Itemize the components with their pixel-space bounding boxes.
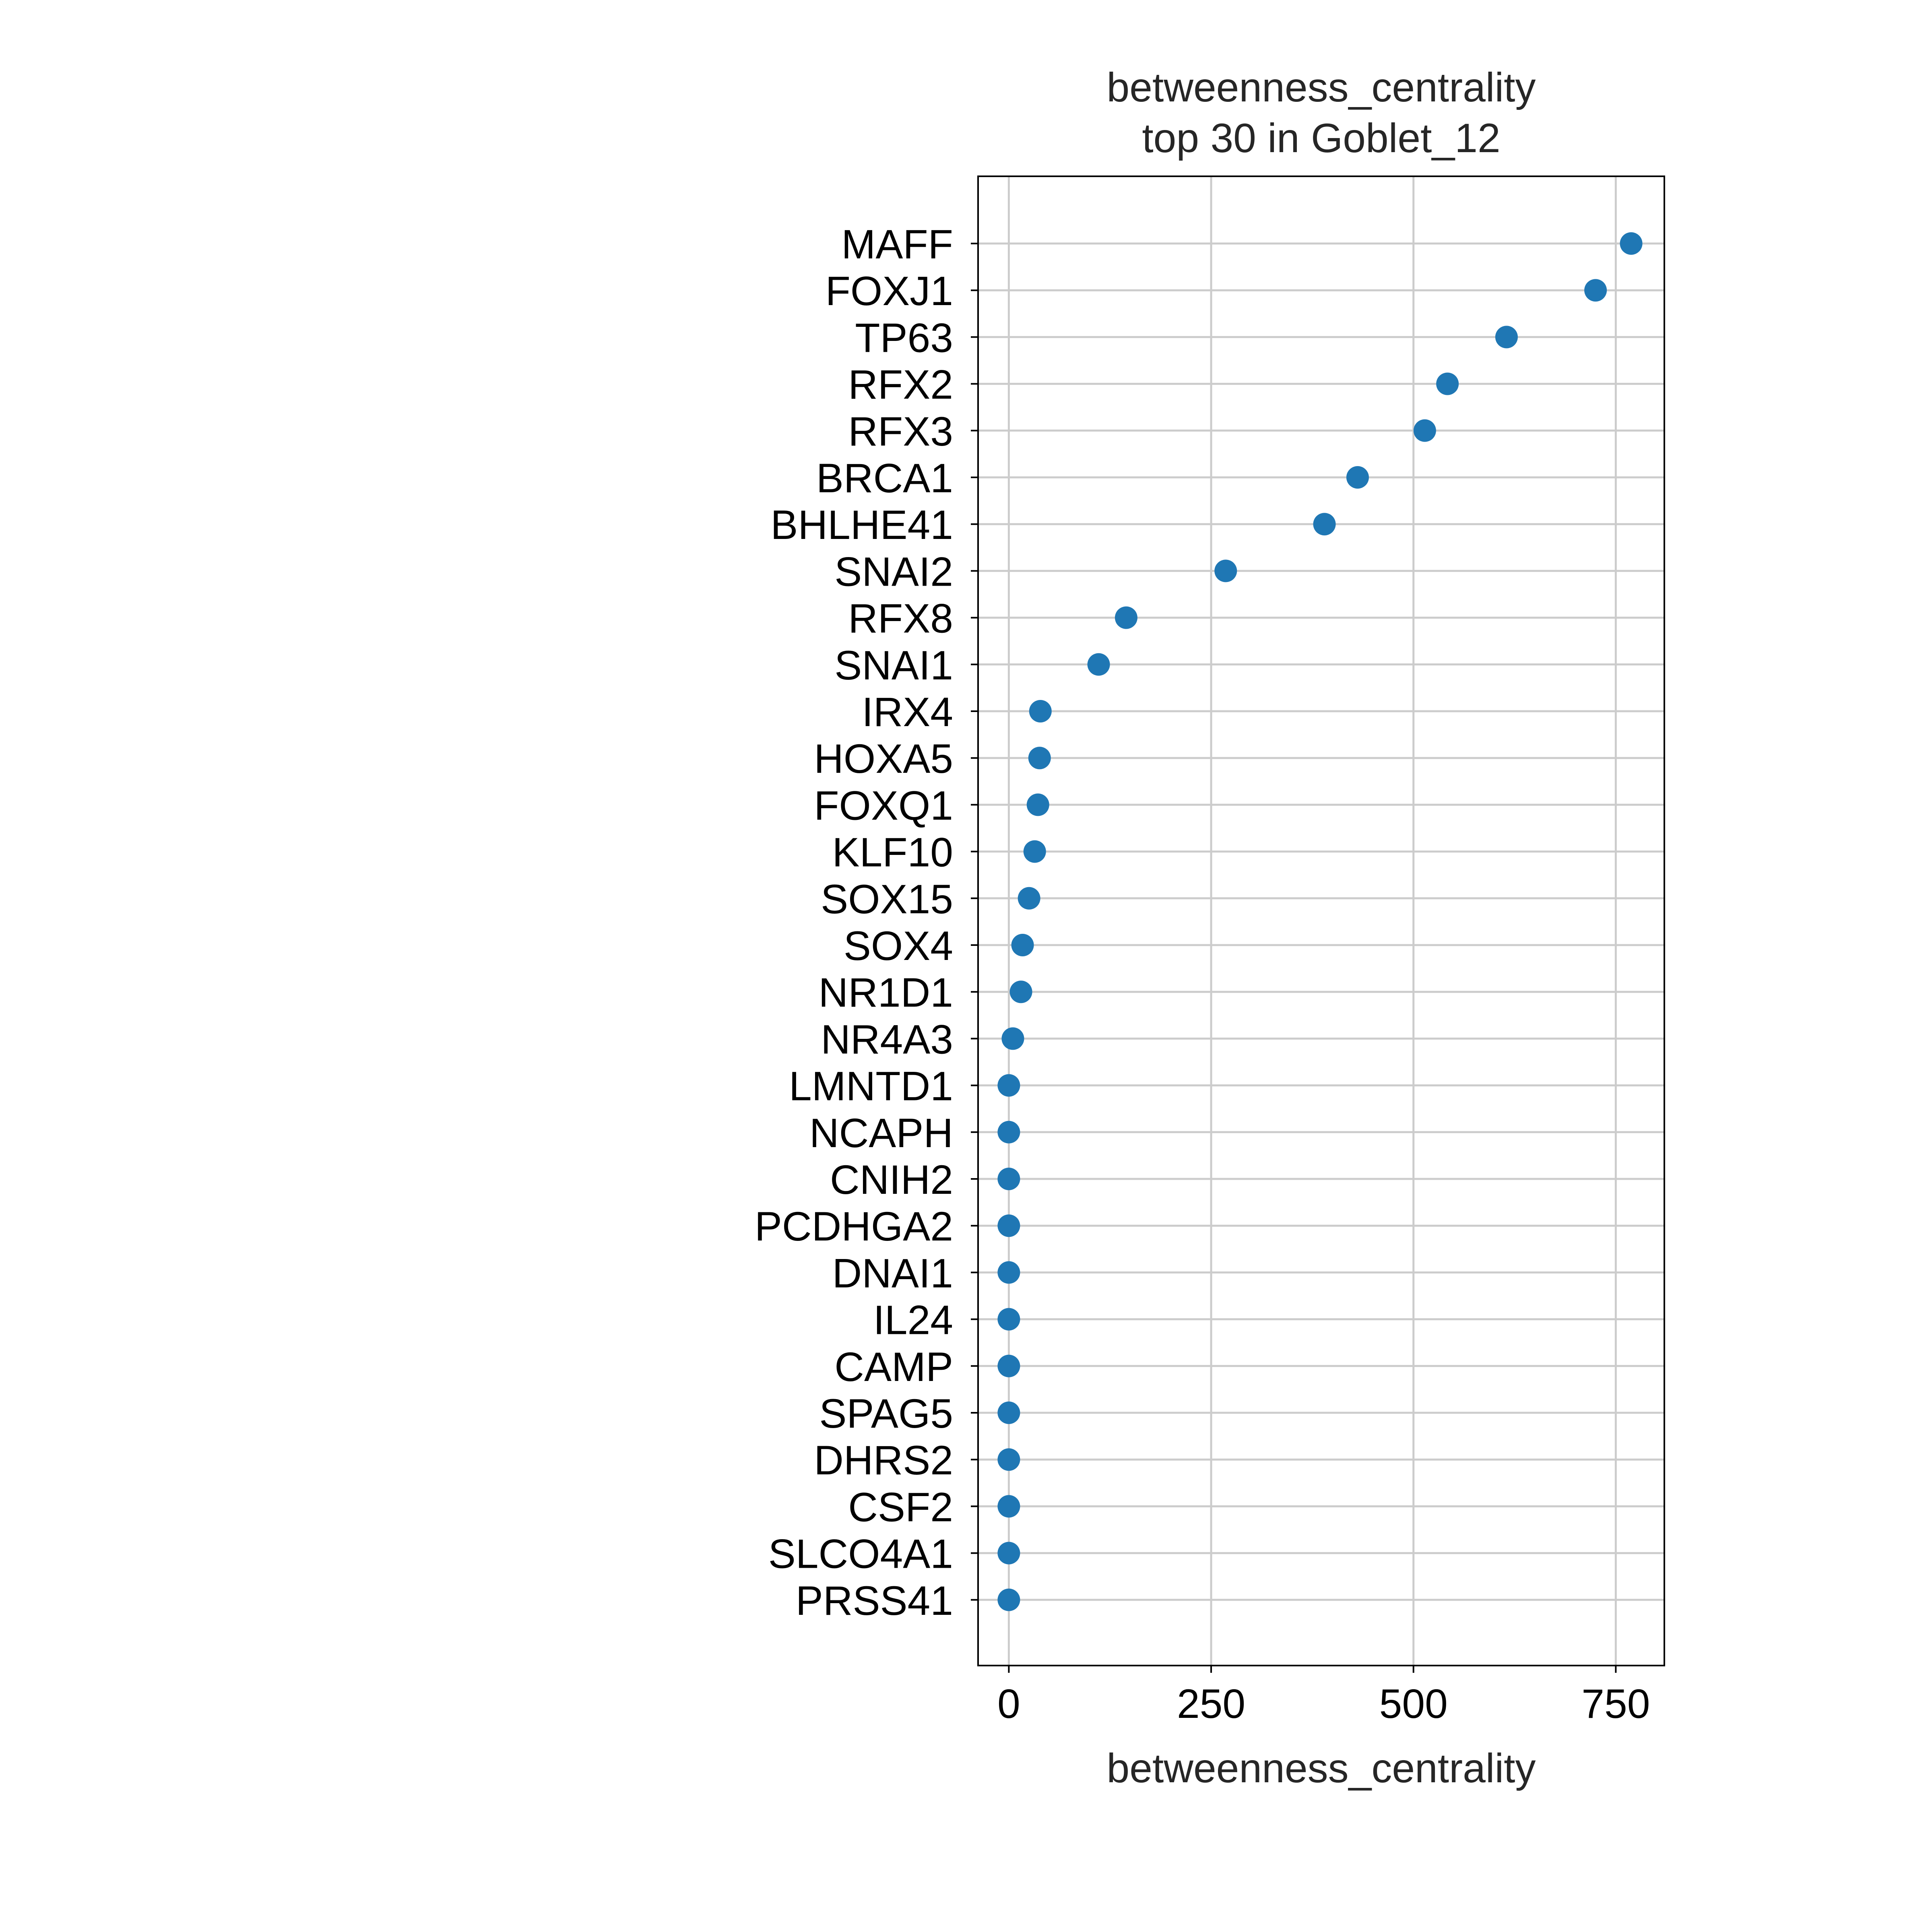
y-tick-label: PCDHGA2 (755, 1203, 953, 1249)
data-point (997, 1448, 1020, 1471)
y-tick-label: SPAG5 (819, 1391, 953, 1437)
x-axis-label: betweenness_centrality (1107, 1745, 1536, 1791)
y-tick-label: NR1D1 (819, 970, 953, 1016)
x-tick-label: 750 (1581, 1681, 1650, 1727)
axis-ticks (971, 243, 1617, 1673)
y-tick-label: RFX8 (848, 596, 953, 642)
data-point (1026, 793, 1049, 816)
data-point (1584, 279, 1607, 302)
data-point (1018, 887, 1040, 910)
y-tick-label: CAMP (834, 1344, 953, 1390)
y-tick-label: BRCA1 (816, 455, 953, 501)
data-point (1495, 326, 1518, 349)
y-tick-label: FOXJ1 (826, 268, 953, 314)
data-point (1214, 559, 1237, 582)
data-point (1023, 840, 1046, 863)
axis-tick-labels: 0 250 500 750 MAFFFOXJ1TP63RFX2RFX3BRCA1BHLH… (755, 221, 1650, 1727)
y-tick-label: SOX15 (821, 876, 953, 922)
data-point (997, 1214, 1020, 1237)
x-tick-label: 0 (997, 1681, 1020, 1727)
data-point (1346, 466, 1369, 489)
y-tick-label: SLCO4A1 (768, 1531, 953, 1577)
y-tick-label: SOX4 (844, 923, 953, 969)
x-tick-label: 500 (1379, 1681, 1448, 1727)
y-tick-label: NCAPH (809, 1110, 953, 1156)
y-tick-label: CNIH2 (830, 1157, 953, 1203)
y-tick-label: SNAI1 (834, 642, 953, 688)
data-point (997, 1588, 1020, 1611)
y-tick-label: IRX4 (862, 689, 953, 735)
y-tick-label: DNAI1 (832, 1250, 953, 1296)
y-tick-label: HOXA5 (814, 736, 953, 782)
data-point (997, 1495, 1020, 1518)
y-tick-label: TP63 (855, 315, 953, 361)
data-point (997, 1121, 1020, 1144)
y-tick-label: KLF10 (832, 830, 953, 875)
data-point (997, 1308, 1020, 1331)
y-tick-label: CSF2 (848, 1484, 953, 1530)
data-point (1620, 232, 1643, 255)
data-point (1011, 934, 1034, 956)
data-point (997, 1168, 1020, 1190)
data-point (1001, 1027, 1024, 1050)
chart-title-line1: betweenness_centrality (1107, 64, 1536, 110)
y-tick-label: SNAI2 (834, 549, 953, 594)
x-tick-label: 250 (1177, 1681, 1245, 1727)
chart-title-line2: top 30 in Goblet_12 (1142, 115, 1500, 161)
y-tick-label: BHLHE41 (770, 502, 953, 548)
y-tick-label: IL24 (873, 1297, 953, 1343)
data-point (1029, 700, 1052, 722)
y-tick-label: RFX2 (848, 362, 953, 408)
y-tick-label: NR4A3 (821, 1016, 953, 1062)
y-tick-label: LMNTD1 (789, 1063, 953, 1109)
data-point (1115, 606, 1137, 629)
y-tick-label: RFX3 (848, 409, 953, 454)
grid (978, 176, 1664, 1666)
data-markers (997, 232, 1643, 1611)
data-point (1087, 653, 1110, 676)
plot-frame (977, 175, 1665, 1666)
data-point (997, 1074, 1020, 1097)
data-point (1028, 747, 1051, 770)
data-point (997, 1542, 1020, 1565)
data-point (1413, 419, 1436, 442)
data-point (1436, 372, 1459, 395)
data-point (997, 1402, 1020, 1424)
data-point (1313, 513, 1336, 536)
data-point (997, 1354, 1020, 1377)
data-point (997, 1261, 1020, 1284)
y-tick-label: DHRS2 (814, 1437, 953, 1483)
y-tick-label: PRSS41 (796, 1578, 953, 1624)
data-point (1009, 980, 1032, 1003)
y-tick-label: FOXQ1 (814, 782, 953, 828)
y-tick-label: MAFF (841, 221, 953, 267)
